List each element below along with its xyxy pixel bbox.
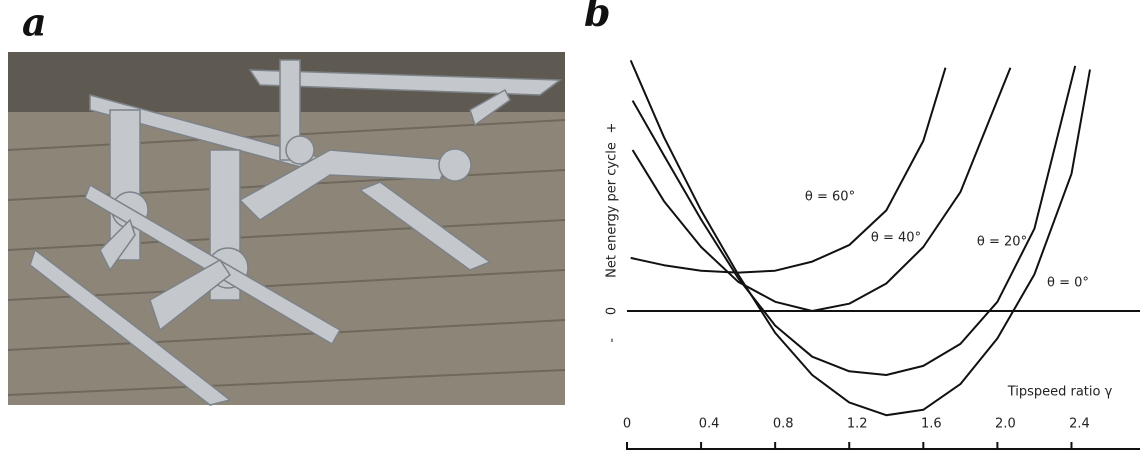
x-tick-label: 2.4 (1069, 417, 1090, 432)
x-axis-label: Tipspeed ratio γ (1007, 385, 1113, 400)
y-tick-label: + (605, 123, 620, 134)
x-tick-label: 0.4 (699, 417, 720, 432)
panel-label: b (584, 0, 611, 35)
panel-label: a (22, 0, 47, 45)
x-tick-label: 2.0 (995, 417, 1016, 432)
x-tick-label: 1.6 (921, 417, 942, 432)
y-tick-label: - (605, 338, 620, 343)
curve (629, 60, 1091, 417)
curve (631, 65, 1077, 376)
curve (630, 67, 947, 274)
curve (631, 67, 1012, 312)
curve-label: θ = 0° (1047, 276, 1089, 291)
x-tick-label: 0 (623, 417, 631, 432)
curve-label: θ = 20° (977, 235, 1027, 250)
y-tick-label: 0 (605, 307, 620, 315)
curve-label: θ = 60° (805, 190, 855, 205)
x-tick-label: 0.8 (773, 417, 794, 432)
y-axis-label: Net energy per cycle (605, 142, 620, 278)
x-tick-label: 1.2 (847, 417, 868, 432)
curve-label: θ = 40° (871, 231, 921, 246)
photo (7, 52, 566, 406)
